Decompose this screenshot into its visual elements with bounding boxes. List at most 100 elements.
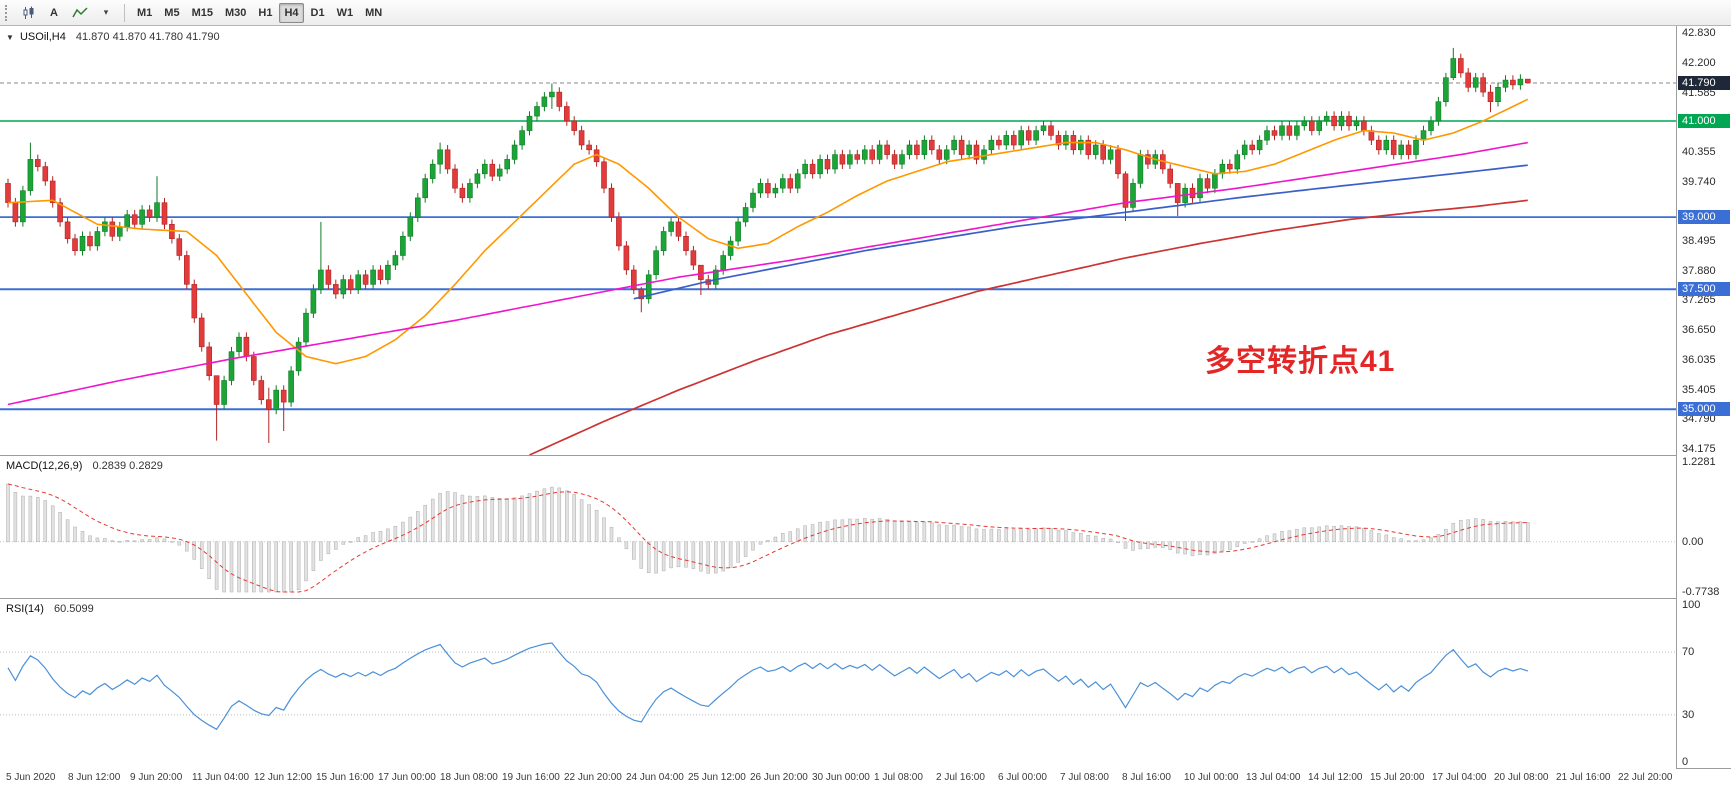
price-badge: 35.000 (1678, 402, 1730, 416)
price-badge: 41.790 (1678, 76, 1730, 90)
ma-slow-red (529, 199, 1528, 455)
timeframe-m1-button[interactable]: M1 (132, 3, 157, 23)
price-tick-label: 42.830 (1682, 27, 1716, 39)
toolbar-separator (124, 3, 125, 22)
macd-label: MACD(12,26,9) (6, 460, 83, 472)
rsi-line (7, 642, 1528, 731)
timeframe-m30-button[interactable]: M30 (220, 3, 251, 23)
price-axis[interactable]: 42.830 42.200 41.585 40.355 39.740 38.495 37.8… (1676, 26, 1731, 768)
macd-signal-line (7, 483, 1528, 593)
chart-type-button[interactable] (17, 3, 41, 23)
time-label: 5 Jun 2020 (6, 772, 56, 783)
rsi-label: RSI(14) (6, 603, 44, 615)
time-label: 20 Jul 08:00 (1494, 772, 1549, 783)
ma-fast-orange (7, 98, 1529, 365)
ma-slow-blue (633, 164, 1528, 300)
price-tick-label: 41.585 (1682, 87, 1716, 99)
rsi-axis-label: 100 (1682, 599, 1701, 611)
timeframe-d1-button[interactable]: D1 (306, 3, 330, 23)
rsi-value: 60.5099 (53, 603, 94, 615)
time-label: 10 Jul 00:00 (1184, 772, 1239, 783)
price-badge: 39.000 (1678, 210, 1730, 224)
rsi-indicator-title: RSI(14) 60.5099 (6, 603, 94, 615)
price-tick-label: 35.405 (1682, 384, 1716, 396)
time-label: 30 Jun 00:00 (812, 772, 870, 783)
time-label: 18 Jun 08:00 (440, 772, 498, 783)
price-tick-label: 39.740 (1682, 176, 1716, 188)
price-tick-label: 36.035 (1682, 354, 1716, 366)
timeframe-w1-button[interactable]: W1 (332, 3, 359, 23)
ohlc-values: 41.870 41.870 41.780 41.790 (75, 31, 220, 43)
time-label: 26 Jun 20:00 (750, 772, 808, 783)
time-label: 17 Jun 00:00 (378, 772, 436, 783)
indicator-zigzag-icon (72, 6, 88, 17)
time-label: 17 Jul 04:00 (1432, 772, 1487, 783)
moving-averages-layer (7, 98, 1529, 455)
indicators-dropdown-button[interactable]: ▾ (95, 3, 117, 23)
price-tick-label: 40.355 (1682, 146, 1716, 158)
rsi-axis-label: 0 (1682, 756, 1689, 768)
top-toolbar: A ▾ M1 M5 M15 M30 H1 H4 D1 W1 MN (0, 0, 1731, 26)
chart-region: 42.830 42.200 41.585 40.355 39.740 38.495 37.8… (0, 26, 1731, 793)
price-tick-label: 38.495 (1682, 235, 1716, 247)
timeframe-mn-button[interactable]: MN (360, 3, 387, 23)
timeframe-m5-button[interactable]: M5 (159, 3, 184, 23)
price-badge: 41.000 (1678, 114, 1730, 128)
time-label: 9 Jun 20:00 (130, 772, 183, 783)
panel-separator[interactable] (0, 598, 1731, 599)
macd-axis-label: -0.7738 (1682, 586, 1720, 598)
candlestick-icon (23, 6, 34, 19)
symbol-dropdown-icon[interactable]: ▼ (6, 33, 14, 42)
annotation-text: 多空转折点41 (1205, 345, 1396, 378)
price-tick-label: 37.265 (1682, 294, 1716, 306)
time-label: 25 Jun 12:00 (688, 772, 746, 783)
rsi-canvas[interactable] (0, 599, 1676, 768)
rsi-axis-label: 70 (1682, 646, 1695, 658)
time-label: 15 Jun 16:00 (316, 772, 374, 783)
macd-histogram (6, 483, 1530, 593)
horizontal-levels (0, 82, 1676, 411)
candles-layer (5, 47, 1531, 443)
time-label: 8 Jul 16:00 (1122, 772, 1171, 783)
macd-values: 0.2839 0.2829 (92, 460, 163, 472)
time-label: 15 Jul 20:00 (1370, 772, 1425, 783)
price-badge: 37.500 (1678, 282, 1730, 296)
timeframe-h4-button[interactable]: H4 (279, 2, 304, 23)
main-chart-canvas[interactable] (0, 26, 1676, 455)
ma-medium-magenta (7, 141, 1528, 406)
panel-separator[interactable] (0, 455, 1731, 456)
toolbar-grip[interactable] (5, 4, 11, 21)
timeframe-h1-button[interactable]: H1 (253, 3, 277, 23)
chart-title: ▼ USOil,H4 41.870 41.870 41.780 41.790 (6, 31, 220, 43)
macd-canvas[interactable] (0, 456, 1676, 598)
macd-axis-label: 0.00 (1682, 536, 1704, 548)
time-label: 13 Jul 04:00 (1246, 772, 1301, 783)
time-label: 22 Jul 20:00 (1618, 772, 1673, 783)
time-label: 2 Jul 16:00 (936, 772, 985, 783)
rsi-axis-label: 30 (1682, 709, 1695, 721)
time-label: 14 Jul 12:00 (1308, 772, 1363, 783)
rsi-level-lines (0, 651, 1676, 716)
time-label: 7 Jul 08:00 (1060, 772, 1109, 783)
time-axis[interactable]: 5 Jun 2020 8 Jun 12:00 9 Jun 20:00 11 Jun 0… (0, 768, 1676, 792)
price-tick-label: 42.200 (1682, 57, 1716, 69)
macd-axis-label: 1.2281 (1682, 456, 1716, 468)
symbol-label: USOil,H4 (19, 31, 66, 43)
time-label: 12 Jun 12:00 (254, 772, 312, 783)
caret-down-icon: ▾ (103, 7, 109, 17)
time-label: 24 Jun 04:00 (626, 772, 684, 783)
text-tool-button[interactable]: A (43, 3, 65, 23)
price-tick-label: 36.650 (1682, 324, 1716, 336)
time-label: 6 Jul 00:00 (998, 772, 1047, 783)
time-label: 19 Jun 16:00 (502, 772, 560, 783)
indicators-button[interactable] (67, 3, 93, 23)
timeframe-m15-button[interactable]: M15 (187, 3, 218, 23)
time-label: 21 Jul 16:00 (1556, 772, 1611, 783)
price-tick-label: 34.790 (1682, 413, 1716, 425)
time-label: 22 Jun 20:00 (564, 772, 622, 783)
macd-indicator-title: MACD(12,26,9) 0.2839 0.2829 (6, 460, 163, 472)
text-tool-label: A (50, 6, 58, 19)
time-label: 11 Jun 04:00 (192, 772, 250, 783)
price-tick-label: 34.175 (1682, 443, 1716, 455)
